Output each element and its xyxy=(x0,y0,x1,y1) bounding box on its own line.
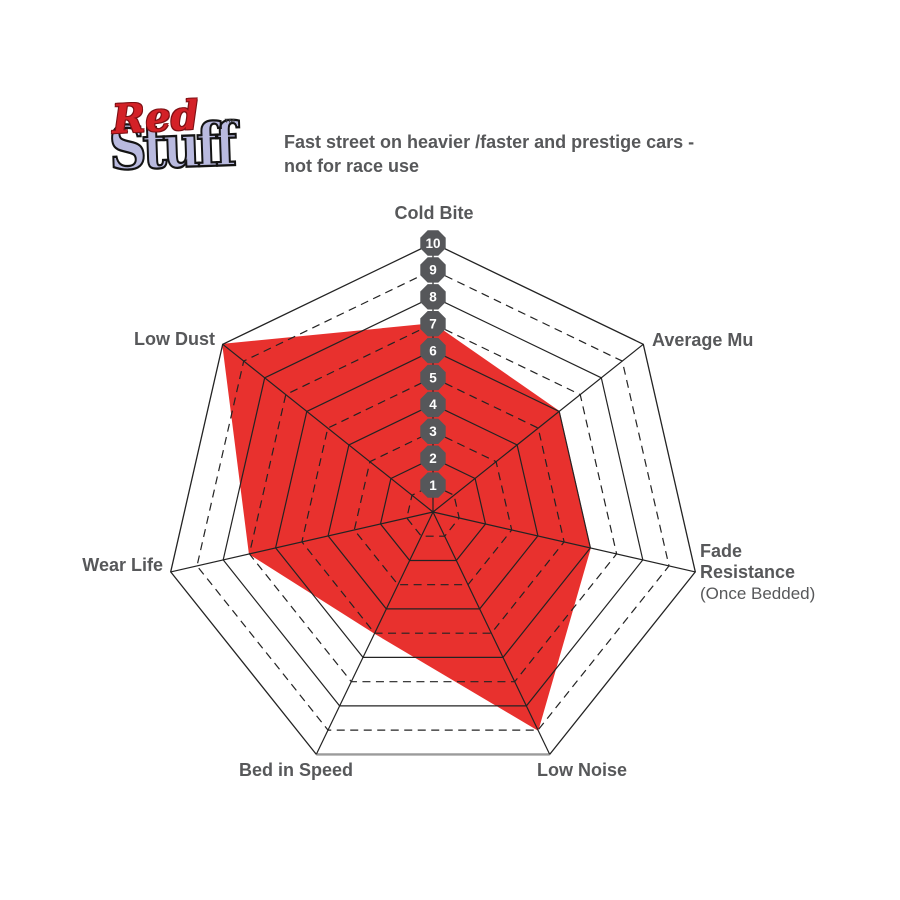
scale-badge-4 xyxy=(420,391,446,418)
axis-label-average-mu: Average Mu xyxy=(652,330,754,350)
description-line-1: Fast street on heavier /faster and prest… xyxy=(284,132,695,152)
scale-badge-label-1: 1 xyxy=(429,478,437,493)
fade-label-line-2: Resistance xyxy=(700,562,796,582)
product-description: Fast street on heavier /faster and prest… xyxy=(284,130,724,178)
grid-ring-5 xyxy=(301,376,565,634)
scale-badge-label-3: 3 xyxy=(429,424,437,439)
scale-badge-label-7: 7 xyxy=(429,317,437,332)
grid-ring-1 xyxy=(406,484,460,537)
axis-spoke-6 xyxy=(222,343,434,513)
axis-label-low-noise: Low Noise xyxy=(536,760,627,780)
scale-badge-label-10: 10 xyxy=(425,236,440,251)
scale-badge-8 xyxy=(420,284,446,310)
axis-label-fade-resistance: Fade Resistance (Once Bedded) xyxy=(700,541,815,604)
axis-label-bed-in-speed: Bed in Speed xyxy=(238,760,354,780)
scale-badge-2 xyxy=(420,445,446,471)
brand-logo: Red Stuff ™ xyxy=(107,91,258,206)
grid-ring-6 xyxy=(274,349,592,659)
scale-badge-1 xyxy=(420,472,446,498)
axis-spoke-2 xyxy=(432,511,696,573)
scale-badge-label-4: 4 xyxy=(429,397,437,412)
grid-ring-2 xyxy=(379,457,487,562)
description-line-2: not for race use xyxy=(284,156,420,176)
scale-badge-label-5: 5 xyxy=(429,370,437,385)
grid-ring-3 xyxy=(353,430,513,586)
axis-label-low-dust: Low Dust xyxy=(134,329,215,349)
axis-label-cold-bite: Cold Bite xyxy=(394,203,474,223)
axis-spoke-3 xyxy=(432,511,551,755)
scale-badge-label-9: 9 xyxy=(429,263,437,278)
axis-spoke-5 xyxy=(170,511,434,573)
scale-badge-5 xyxy=(420,364,446,391)
grid-ring-9 xyxy=(196,269,670,731)
scale-badge-label-8: 8 xyxy=(429,290,437,305)
fade-label-line-3: (Once Bedded) xyxy=(700,584,816,603)
trademark-symbol: ™ xyxy=(224,116,236,130)
fade-label-line-1: Fade xyxy=(700,541,743,561)
scale-badge-10 xyxy=(420,230,446,256)
logo-word-red: Red xyxy=(110,91,200,144)
scale-badge-9 xyxy=(420,257,446,283)
axis-spoke-1 xyxy=(432,343,644,513)
scale-badge-label-2: 2 xyxy=(429,451,437,466)
grid-ring-8 xyxy=(222,296,644,707)
grid-ring-4 xyxy=(327,403,539,610)
scale-badge-6 xyxy=(420,337,446,364)
scale-badge-7 xyxy=(420,311,446,337)
axis-spoke-4 xyxy=(315,511,434,755)
scale-badge-label-6: 6 xyxy=(429,343,437,358)
scale-badge-3 xyxy=(420,418,446,444)
grid-ring-7 xyxy=(248,323,618,683)
axis-label-wear-life: Wear Life xyxy=(82,555,163,575)
